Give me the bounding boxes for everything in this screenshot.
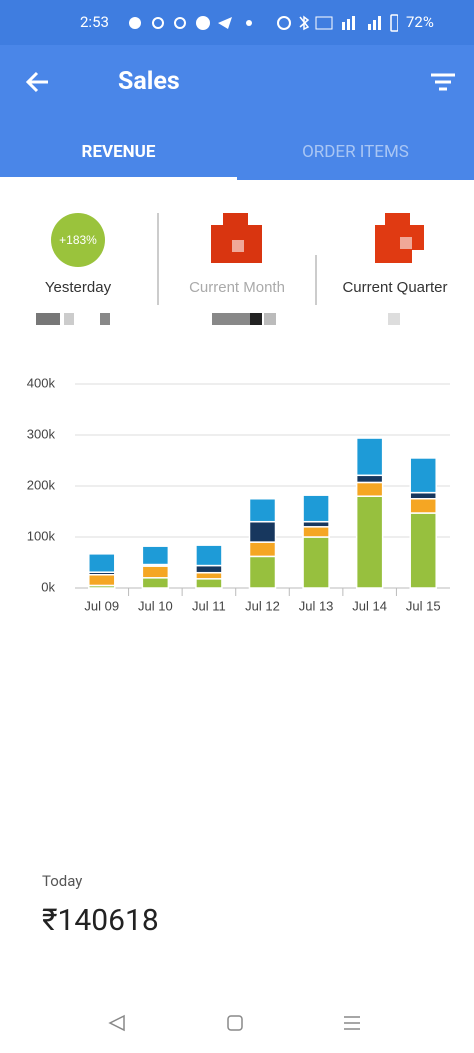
bar-segment: [409, 457, 437, 494]
bar-segment: [409, 498, 437, 514]
today-label: Today: [42, 872, 83, 890]
bar-segment: [302, 526, 330, 538]
bar-segment: [355, 474, 384, 484]
nav-bar: [108, 1014, 360, 1032]
battery: 72%: [406, 13, 434, 31]
x-tick-label: Jul 09: [84, 598, 119, 613]
kpi-label: Current Quarter: [342, 279, 447, 296]
bar-segment: [195, 544, 223, 567]
bar-segment: [302, 494, 330, 523]
x-tick-label: Jul 13: [299, 598, 334, 613]
back-button[interactable]: [24, 69, 50, 95]
bar-segment: [248, 520, 277, 543]
bar-segment: [195, 564, 223, 574]
bar-segment: [141, 565, 170, 579]
kpi-row: +183% Yesterday Current Month Current Qu…: [36, 213, 448, 325]
bar-segment: [141, 545, 170, 566]
clock: 2:53: [80, 13, 109, 31]
tab-order-items[interactable]: ORDER ITEMS: [302, 142, 409, 162]
status-icons: [129, 14, 398, 32]
kpi-label: Yesterday: [45, 279, 112, 296]
bar-segment: [355, 495, 384, 589]
nav-recents[interactable]: [344, 1016, 360, 1030]
nav-home[interactable]: [227, 1015, 243, 1031]
status-bar: 2:53 72%: [0, 0, 474, 45]
bar-segment: [302, 536, 330, 589]
bar-segment: [248, 555, 277, 589]
bar-segment: [409, 512, 437, 589]
bar-segment: [248, 498, 277, 523]
x-tick-label: Jul 15: [406, 598, 441, 613]
x-tick-label: Jul 11: [192, 598, 226, 613]
bar-segment: [355, 437, 384, 477]
y-tick-label: 400k: [27, 375, 56, 390]
bar-segment: [88, 553, 116, 573]
bar-segment: [195, 578, 223, 589]
bar-segment: [409, 491, 437, 500]
x-tick-label: Jul 14: [352, 598, 387, 613]
tab-revenue[interactable]: REVENUE: [81, 142, 156, 162]
y-tick-label: 0k: [41, 579, 55, 594]
nav-back[interactable]: [108, 1014, 125, 1032]
x-tick-label: Jul 12: [245, 598, 280, 613]
kpi-label: Current Month: [189, 279, 285, 296]
x-tick-label: Jul 10: [138, 598, 173, 613]
y-tick-label: 100k: [27, 528, 56, 543]
chart: 0k 100k 200k 300k 400k Jul 09 Jul 10 Jul 11 Jul …: [27, 375, 450, 613]
bar-segment: [302, 520, 330, 528]
title: Sales: [118, 67, 180, 96]
tab-indicator: [0, 177, 237, 180]
y-tick-label: 300k: [27, 426, 56, 441]
kpi-badge: +183%: [59, 233, 97, 247]
filter-button[interactable]: [430, 73, 456, 93]
bar-segment: [195, 571, 223, 580]
today-value: ₹140618: [42, 903, 159, 938]
bar-segment: [355, 481, 384, 497]
bar-segment: [141, 577, 170, 589]
app-bar: Sales REVENUE ORDER ITEMS: [0, 45, 474, 180]
bar-segment: [248, 541, 277, 558]
bar-segment: [88, 573, 116, 587]
y-tick-label: 200k: [27, 477, 56, 492]
